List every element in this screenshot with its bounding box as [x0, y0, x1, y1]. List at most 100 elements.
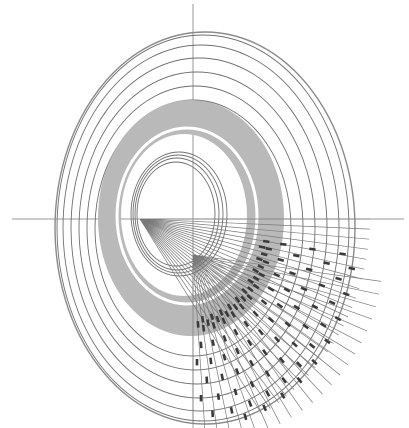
tick-mark [234, 367, 240, 375]
lower-ray [192, 254, 218, 428]
lower-ray [192, 254, 349, 366]
tick-mark [324, 338, 331, 345]
tick-mark [211, 339, 215, 347]
tick-mark [211, 321, 216, 329]
tick-mark [243, 320, 250, 328]
tick-mark [247, 278, 254, 285]
upper-ray [139, 218, 316, 369]
tick-mark [215, 315, 221, 323]
tick-mark [240, 295, 247, 302]
lower-ray [192, 254, 242, 428]
tick-mark [234, 296, 241, 303]
upper-ray [139, 218, 370, 240]
tick-mark [318, 283, 326, 288]
ring [78, 71, 316, 385]
tick-mark [281, 376, 287, 384]
upper-ray [139, 218, 339, 336]
tick-mark [328, 300, 336, 306]
lower-ray [192, 254, 206, 428]
tick-mark [267, 286, 275, 292]
tick-mark [221, 317, 227, 325]
tick-mark [246, 294, 253, 301]
tick-mark [196, 321, 200, 328]
tick-mark [283, 287, 291, 293]
band-gap-ring [115, 126, 259, 306]
tick-mark [249, 380, 255, 388]
tick-mark [252, 267, 260, 274]
tick-mark [241, 287, 248, 295]
tick-mark [226, 303, 233, 311]
tick-mark [218, 309, 224, 317]
tick-mark [293, 304, 301, 311]
lower-ray [192, 254, 341, 376]
tick-mark [248, 359, 255, 367]
tick-mark [233, 328, 239, 336]
tick-mark [222, 334, 228, 342]
tick-mark [209, 313, 215, 321]
inner-ring [134, 157, 220, 271]
tick-mark [319, 322, 327, 328]
lower-ray [192, 254, 292, 418]
tick-mark [262, 349, 268, 356]
tick-mark [247, 400, 253, 408]
tick-mark [222, 353, 227, 361]
tick-mark [279, 242, 287, 246]
tick-mark [262, 239, 270, 244]
tick-mark [243, 413, 248, 421]
tick-mark [335, 276, 342, 281]
tick-mark [334, 315, 342, 322]
tick-mark [342, 291, 350, 297]
tick-mark [292, 253, 300, 258]
tick-mark [273, 336, 281, 343]
tick-mark-group [195, 239, 356, 421]
lower-ray [192, 254, 313, 403]
tick-mark [339, 252, 346, 256]
inner-ring [132, 154, 224, 274]
tick-mark [257, 264, 265, 270]
tick-mark [260, 252, 268, 257]
lower-ray [192, 254, 362, 344]
tick-mark [209, 357, 213, 365]
tick-mark [276, 302, 284, 309]
tick-mark [302, 323, 310, 330]
tick-mark [252, 283, 260, 290]
tick-mark [230, 311, 236, 318]
upper-ray [139, 218, 363, 280]
tick-mark [262, 404, 268, 412]
tick-mark [199, 341, 203, 349]
tick-mark [278, 356, 285, 364]
tick-mark [308, 342, 316, 349]
tick-mark [224, 310, 230, 318]
upper-ray [139, 218, 279, 403]
tick-mark [238, 303, 245, 310]
upper-ray [139, 218, 322, 361]
tick-mark [260, 299, 268, 306]
tick-mark [348, 266, 356, 271]
lower-ray [192, 254, 230, 428]
tick-mark [200, 315, 205, 323]
tick-mark [257, 328, 264, 336]
upper-ray [139, 218, 353, 309]
lower-ray [192, 254, 281, 424]
tick-mark [289, 270, 296, 276]
tick-mark [220, 373, 225, 381]
upper-ray [139, 218, 365, 270]
tick-mark [246, 339, 253, 347]
ring [86, 85, 304, 371]
upper-ray [139, 218, 370, 230]
tick-mark [296, 376, 303, 384]
lower-ray [192, 254, 356, 355]
upper-ray [139, 218, 328, 353]
tick-mark [252, 275, 260, 282]
tick-mark [262, 259, 270, 265]
tick-mark [284, 321, 292, 328]
ring [70, 57, 328, 399]
tick-mark [201, 324, 206, 332]
tick-mark [323, 261, 330, 266]
lower-ray [192, 254, 379, 295]
upper-ray [139, 218, 360, 290]
tick-mark [300, 286, 308, 292]
upper-ray [139, 218, 334, 344]
tick-mark [277, 257, 285, 263]
